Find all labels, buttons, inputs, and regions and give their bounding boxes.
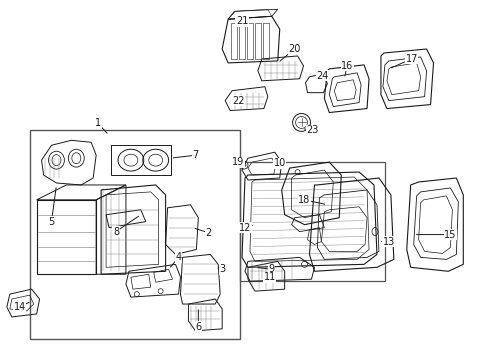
Text: 13: 13 [382, 237, 394, 247]
Text: 1: 1 [95, 118, 101, 129]
Text: 17: 17 [405, 54, 417, 64]
Text: 24: 24 [316, 71, 328, 81]
Text: 11: 11 [263, 272, 275, 282]
Text: 10: 10 [273, 158, 285, 168]
Text: 14: 14 [14, 302, 26, 312]
Text: 6: 6 [195, 322, 201, 332]
Text: 16: 16 [340, 61, 353, 71]
Text: 22: 22 [231, 96, 244, 105]
Text: 2: 2 [205, 228, 211, 238]
Text: 5: 5 [48, 217, 55, 227]
Text: 20: 20 [288, 44, 300, 54]
Text: 12: 12 [238, 222, 251, 233]
Text: 21: 21 [235, 16, 248, 26]
Text: 19: 19 [231, 157, 244, 167]
Text: 7: 7 [192, 150, 198, 160]
Text: 8: 8 [113, 226, 119, 237]
Text: 23: 23 [305, 125, 318, 135]
Text: 15: 15 [443, 230, 456, 239]
Text: 4: 4 [175, 252, 181, 262]
Text: 18: 18 [298, 195, 310, 205]
Text: 3: 3 [219, 264, 225, 274]
Text: 9: 9 [268, 264, 274, 274]
